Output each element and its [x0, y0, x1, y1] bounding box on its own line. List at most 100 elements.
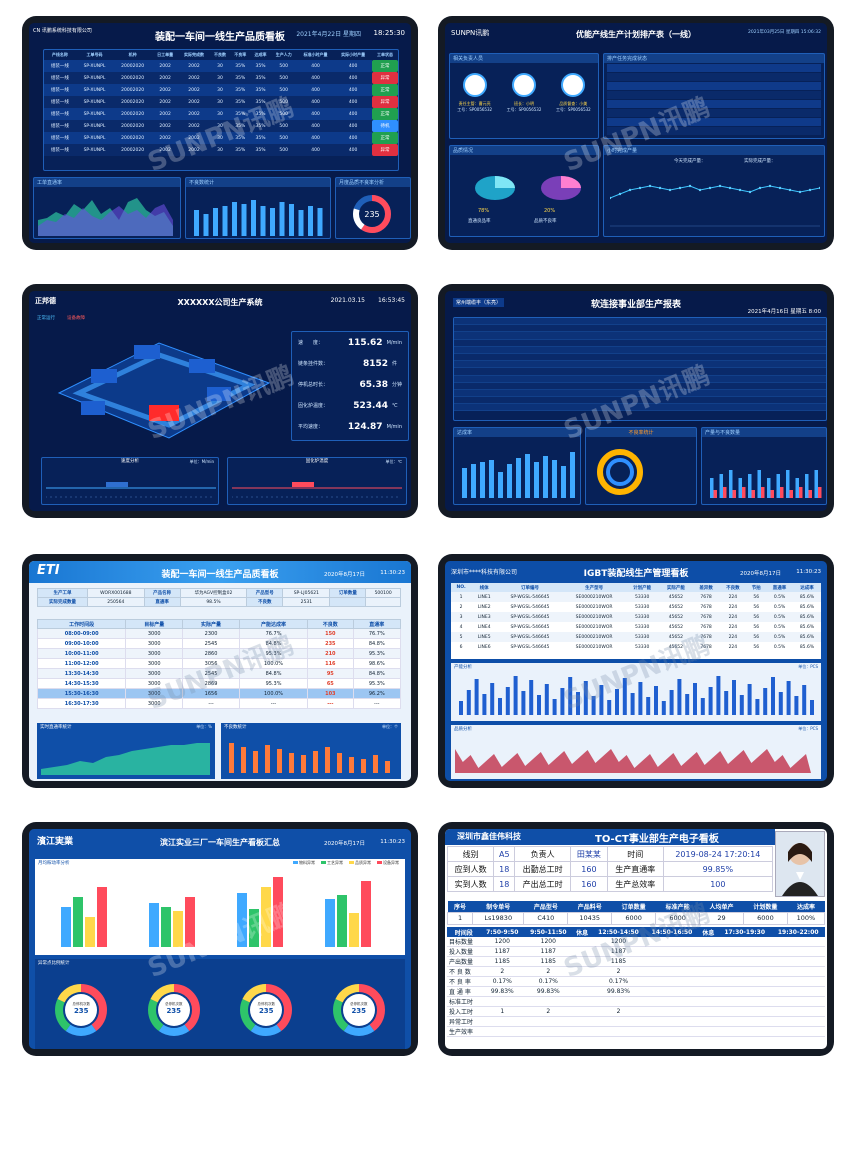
- donut-segment: [55, 984, 108, 1036]
- donut-card: 总停机次数 235: [226, 975, 306, 1045]
- table-cell: 53330: [635, 644, 650, 650]
- bar: [337, 895, 347, 947]
- table-row: 组装一线 SP-XUNPL 20002020 2002 2002 30 35% 35% 500 4…: [44, 108, 398, 120]
- table-cell: 35%: [255, 87, 266, 93]
- table-cell: 95.3%: [352, 648, 402, 659]
- area-series: [38, 204, 173, 236]
- table-cell: [717, 1026, 772, 1038]
- table-row: 组装一线 SP-XUNPL 20002020 2002 2002 30 35% 35% 500 4…: [44, 60, 398, 72]
- table-cell: 76.7%: [238, 628, 309, 639]
- table-cell: [645, 1006, 699, 1018]
- table-cell: [698, 966, 718, 978]
- table-cell: 6000: [742, 911, 788, 925]
- panel-unit: 单位：%: [196, 724, 212, 729]
- table-cell: 7678: [700, 624, 712, 630]
- bar: [607, 700, 612, 715]
- table-cell: 400: [311, 87, 320, 93]
- info-row: 生产工单 WORX001688 产品名称 华为AGV控制盒02 产品型号 SP-LJ056…: [37, 588, 401, 598]
- table-cell: 2002: [188, 87, 200, 93]
- table-cell: 400: [348, 111, 358, 117]
- table-cell: [645, 937, 699, 948]
- bar: [818, 487, 822, 498]
- table-cell: 400: [311, 111, 320, 117]
- column-header: 目标产量: [125, 619, 184, 629]
- legend: 物料异常 工艺异常 品质异常 设备异常: [293, 860, 399, 866]
- report-row: [454, 332, 826, 340]
- report-row: [454, 404, 826, 412]
- table-cell: SP-XUNPL: [83, 75, 106, 81]
- area-series: [455, 749, 811, 773]
- info-row: 实际完成数量 250564 直通率 98.5% 不良数 2531: [37, 597, 401, 607]
- table-cell: 0.5%: [773, 644, 786, 650]
- table-cell: 待机: [371, 120, 398, 132]
- table-cell: [572, 966, 592, 978]
- table-cell: 76.7%: [352, 628, 402, 639]
- table-row: 投入工时 1 2 2: [447, 1006, 825, 1018]
- table-cell: [591, 1016, 646, 1028]
- bar: [739, 695, 744, 715]
- bar: [794, 696, 799, 715]
- table-cell: 35%: [235, 147, 246, 153]
- achieve-bar-chart: [462, 452, 575, 498]
- person-photo-icon: [782, 843, 818, 896]
- panel-title: 月均稼动率分析: [38, 861, 70, 866]
- value-tag: [292, 482, 314, 487]
- table-cell: 400: [311, 63, 320, 69]
- table-row: 16:30-17:30 3000 --- --- --- ---: [36, 698, 402, 709]
- hourly-table: 时间段 7:50-9:50 9:50-11:50 休息 12:50-14:50 14:50…: [447, 927, 825, 1038]
- table-cell: [771, 956, 825, 968]
- table-cell: 1185: [480, 956, 525, 968]
- staff-id: 工号：SP0056532: [506, 107, 542, 112]
- table-cell: [572, 976, 592, 988]
- stat-label: 停机总时长：: [298, 382, 329, 388]
- table-cell: [645, 956, 699, 968]
- table-cell: 2300: [182, 628, 240, 639]
- bar: [789, 490, 793, 498]
- table-cell: 0.5%: [773, 594, 786, 600]
- table-cell: 1187: [591, 946, 646, 958]
- table-cell: 400: [311, 135, 320, 141]
- donut-value: 235: [364, 210, 379, 219]
- bar: [716, 676, 721, 715]
- bar: [498, 472, 503, 498]
- table-cell: 500: [279, 135, 288, 141]
- bar: [525, 454, 530, 498]
- legend-swatch: [293, 861, 298, 864]
- table-cell: 224: [728, 594, 738, 600]
- bar: [505, 687, 510, 715]
- column-header: 生产型号: [562, 583, 626, 592]
- table-cell: 85.6%: [799, 614, 815, 620]
- panel-title: 固化炉温度: [305, 459, 329, 464]
- bar: [490, 683, 495, 715]
- company-logo: CN 讯鹏系统科技有限公司: [33, 28, 92, 34]
- donut-center: [157, 994, 190, 1026]
- column-header: 工作时间段: [36, 619, 127, 629]
- bar: [222, 206, 228, 236]
- table-cell: 2002: [159, 135, 171, 141]
- column-header: 日工单量: [157, 52, 174, 57]
- table-cell: 2545: [182, 668, 240, 679]
- stat-value: 523.44: [353, 400, 388, 411]
- bar: [474, 679, 479, 715]
- table-cell: 400: [348, 147, 358, 153]
- bar: [770, 490, 774, 498]
- table-cell: 29: [699, 911, 744, 925]
- stat-row: 停机总时长： 65.38 分钟: [292, 374, 408, 395]
- summary-table: 线别 A5 负责人 田某某 时间 2019-08-24 17:20:14 应到人数 18 出勤总…: [446, 846, 774, 892]
- defect-rate-panel: 不良率统计: [585, 427, 697, 505]
- temp-panel: 固化炉温度 单位：℃: [227, 457, 407, 505]
- table-cell: [717, 1016, 772, 1028]
- report-row: [454, 375, 826, 383]
- stats-panel: 速 度： 115.62 M/min 链条挂件数： 8152 件停机总时长： 65.38 分钟固…: [291, 331, 409, 441]
- table-cell: 0.5%: [773, 604, 786, 610]
- donut-segment: [332, 984, 385, 1036]
- table-cell: [771, 996, 825, 1008]
- table-cell: [771, 986, 825, 998]
- table-cell: ---: [182, 698, 240, 709]
- bar: [185, 897, 195, 947]
- panel-title: 速度分析: [121, 459, 139, 464]
- bar: [349, 913, 359, 947]
- table-cell: [572, 956, 592, 968]
- table-cell: SE0000210WOR: [575, 604, 613, 610]
- table-cell: 100%: [786, 911, 826, 925]
